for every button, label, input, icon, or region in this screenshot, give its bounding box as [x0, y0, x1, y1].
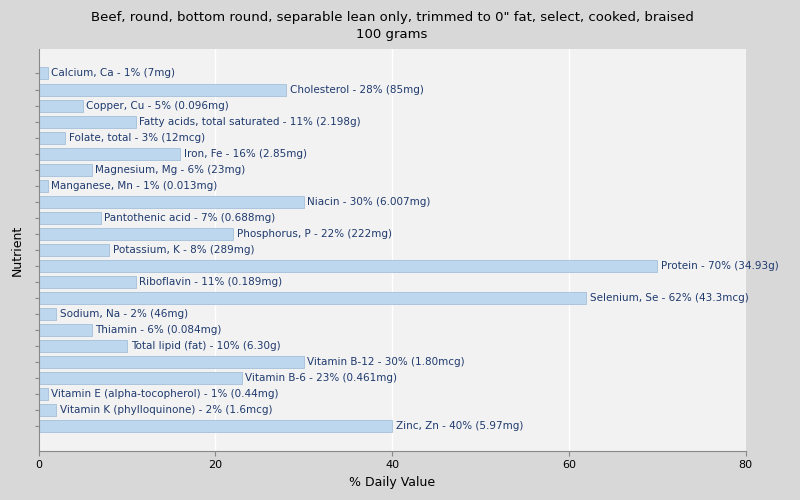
Bar: [38, 372, 242, 384]
Text: Iron, Fe - 16% (2.85mg): Iron, Fe - 16% (2.85mg): [183, 148, 306, 158]
Bar: [38, 212, 101, 224]
Text: Fatty acids, total saturated - 11% (2.198g): Fatty acids, total saturated - 11% (2.19…: [139, 116, 361, 126]
Text: Vitamin B-6 - 23% (0.461mg): Vitamin B-6 - 23% (0.461mg): [246, 373, 398, 383]
Text: Sodium, Na - 2% (46mg): Sodium, Na - 2% (46mg): [60, 309, 188, 319]
Title: Beef, round, bottom round, separable lean only, trimmed to 0" fat, select, cooke: Beef, round, bottom round, separable lea…: [90, 11, 694, 41]
Bar: [38, 228, 233, 240]
Bar: [38, 100, 83, 112]
Text: Cholesterol - 28% (85mg): Cholesterol - 28% (85mg): [290, 84, 423, 94]
Bar: [38, 340, 127, 352]
Bar: [38, 68, 47, 80]
Text: Pantothenic acid - 7% (0.688mg): Pantothenic acid - 7% (0.688mg): [104, 213, 275, 223]
Bar: [38, 356, 304, 368]
Text: Protein - 70% (34.93g): Protein - 70% (34.93g): [661, 261, 778, 271]
Text: Potassium, K - 8% (289mg): Potassium, K - 8% (289mg): [113, 245, 254, 255]
Bar: [38, 388, 47, 400]
Text: Zinc, Zn - 40% (5.97mg): Zinc, Zn - 40% (5.97mg): [396, 422, 523, 432]
Bar: [38, 324, 92, 336]
X-axis label: % Daily Value: % Daily Value: [349, 476, 435, 489]
Bar: [38, 404, 56, 416]
Bar: [38, 132, 66, 143]
Text: Copper, Cu - 5% (0.096mg): Copper, Cu - 5% (0.096mg): [86, 100, 229, 110]
Bar: [38, 276, 136, 288]
Text: Vitamin K (phylloquinone) - 2% (1.6mcg): Vitamin K (phylloquinone) - 2% (1.6mcg): [60, 406, 272, 415]
Text: Thiamin - 6% (0.084mg): Thiamin - 6% (0.084mg): [95, 325, 222, 335]
Y-axis label: Nutrient: Nutrient: [11, 224, 24, 276]
Bar: [38, 420, 392, 432]
Bar: [38, 196, 304, 208]
Bar: [38, 164, 92, 175]
Text: Vitamin E (alpha-tocopherol) - 1% (0.44mg): Vitamin E (alpha-tocopherol) - 1% (0.44m…: [51, 390, 278, 400]
Text: Magnesium, Mg - 6% (23mg): Magnesium, Mg - 6% (23mg): [95, 164, 246, 174]
Text: Manganese, Mn - 1% (0.013mg): Manganese, Mn - 1% (0.013mg): [51, 181, 218, 191]
Bar: [38, 116, 136, 128]
Text: Riboflavin - 11% (0.189mg): Riboflavin - 11% (0.189mg): [139, 277, 282, 287]
Text: Folate, total - 3% (12mcg): Folate, total - 3% (12mcg): [69, 132, 205, 142]
Text: Calcium, Ca - 1% (7mg): Calcium, Ca - 1% (7mg): [51, 68, 175, 78]
Text: Phosphorus, P - 22% (222mg): Phosphorus, P - 22% (222mg): [237, 229, 392, 239]
Text: Vitamin B-12 - 30% (1.80mcg): Vitamin B-12 - 30% (1.80mcg): [307, 357, 465, 367]
Bar: [38, 180, 47, 192]
Bar: [38, 244, 110, 256]
Bar: [38, 292, 586, 304]
Bar: [38, 84, 286, 96]
Text: Selenium, Se - 62% (43.3mcg): Selenium, Se - 62% (43.3mcg): [590, 293, 749, 303]
Bar: [38, 260, 657, 272]
Bar: [38, 308, 56, 320]
Text: Total lipid (fat) - 10% (6.30g): Total lipid (fat) - 10% (6.30g): [130, 341, 280, 351]
Text: Niacin - 30% (6.007mg): Niacin - 30% (6.007mg): [307, 197, 430, 207]
Bar: [38, 148, 180, 160]
